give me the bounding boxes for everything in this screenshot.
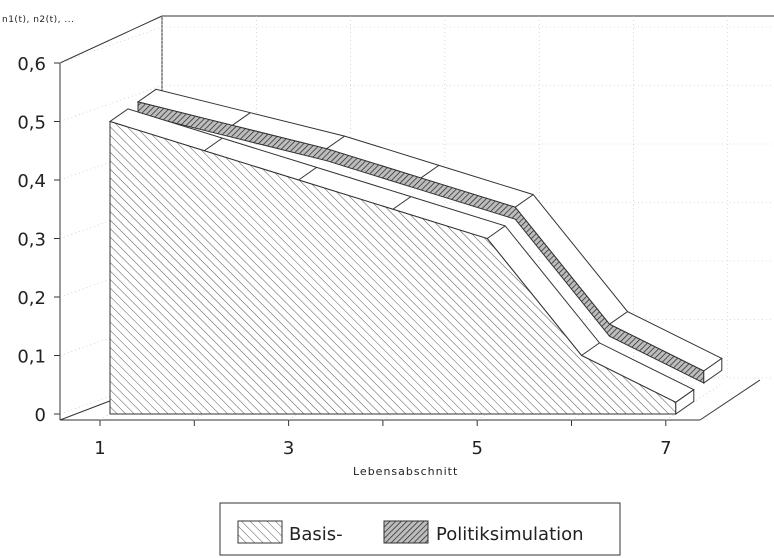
series-strip-divider <box>232 112 251 126</box>
x-tick-label: 7 <box>660 438 671 459</box>
y-tick-label: 0 <box>35 405 46 426</box>
legend-swatch-politiksimulation <box>383 520 429 544</box>
series-layer <box>108 88 723 415</box>
series-strip-divider <box>298 166 317 181</box>
tick-labels: 0 0,1 0,2 0,3 0,4 0,5 0,6 1 3 5 7 <box>17 54 671 459</box>
y-tick-label: 0,1 <box>17 347 46 368</box>
legend-label-basis: Basis- <box>289 524 343 545</box>
legend-swatch-basis <box>237 520 283 544</box>
x-gridline-floor <box>665 382 723 421</box>
series-strip-divider <box>420 164 440 179</box>
series-area-basis <box>109 120 677 415</box>
x-axis-label: Lebensabschnitt <box>353 465 458 478</box>
series-strip-divider <box>486 225 506 239</box>
x-tick-label: 5 <box>471 438 482 459</box>
y-axis-label: n1(t), n2(t), ... <box>2 15 75 25</box>
floor-right-edge <box>699 379 761 421</box>
y-tick-label: 0,4 <box>17 171 46 192</box>
y-tick-label: 0,2 <box>17 288 46 309</box>
series-strip-divider <box>326 135 345 150</box>
y-tick-label: 0,5 <box>17 113 46 134</box>
series-strip-divider <box>609 311 628 325</box>
series-strip-divider <box>514 194 534 208</box>
legend-label-politiksimulation: Politiksimulation <box>436 524 584 545</box>
series-strip-divider <box>204 137 223 152</box>
y-tick-label: 0,3 <box>17 230 46 251</box>
legend: Basis- Politiksimulation <box>219 502 621 556</box>
x-tick-label: 1 <box>94 438 105 459</box>
series-strip-divider <box>392 196 412 210</box>
x-tick-label: 3 <box>283 438 294 459</box>
series-end-cap-basis <box>675 388 695 415</box>
y-gridline-side <box>59 26 163 64</box>
side-wall-top-edge <box>59 15 163 64</box>
series-strip-divider <box>581 342 600 356</box>
series-end-cap <box>703 357 723 384</box>
y-tick-label: 0,6 <box>17 54 46 75</box>
